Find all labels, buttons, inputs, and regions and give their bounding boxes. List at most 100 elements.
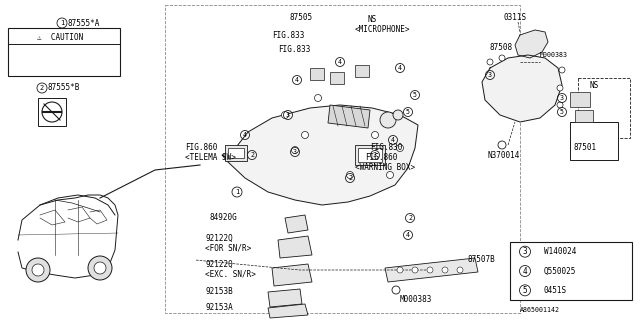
Circle shape (412, 267, 418, 273)
Circle shape (291, 147, 298, 154)
Circle shape (32, 264, 44, 276)
Polygon shape (385, 258, 478, 282)
Text: 0311S: 0311S (503, 13, 526, 22)
Circle shape (557, 85, 563, 91)
Circle shape (314, 94, 321, 101)
Text: FIG.830: FIG.830 (370, 143, 403, 153)
Text: 87508: 87508 (490, 44, 513, 52)
Text: M000383: M000383 (400, 295, 433, 305)
Text: M000383: M000383 (540, 52, 568, 58)
Bar (575, 110, 593, 122)
Circle shape (346, 172, 353, 179)
Text: 0451S: 0451S (544, 286, 567, 295)
Circle shape (88, 256, 112, 280)
Text: 87555*B: 87555*B (48, 84, 81, 92)
Text: 5: 5 (560, 109, 564, 115)
Circle shape (94, 262, 106, 274)
Circle shape (282, 111, 289, 118)
Text: 84920G: 84920G (210, 213, 237, 222)
Polygon shape (278, 236, 312, 258)
Text: 4: 4 (295, 77, 299, 83)
Text: Q550025: Q550025 (544, 267, 577, 276)
Bar (225, 145, 247, 161)
Circle shape (499, 55, 505, 61)
Text: 4: 4 (338, 59, 342, 65)
Text: 92153B: 92153B (205, 286, 233, 295)
Bar (355, 145, 385, 165)
Polygon shape (482, 55, 562, 122)
Text: ⚠  CAUTION: ⚠ CAUTION (37, 33, 83, 42)
Text: <TELEMA SW>: <TELEMA SW> (185, 154, 236, 163)
Polygon shape (268, 289, 302, 307)
Text: 4: 4 (398, 65, 402, 71)
Text: 92122Q: 92122Q (205, 234, 233, 243)
Text: 87505: 87505 (290, 13, 313, 22)
Text: 4: 4 (523, 267, 527, 276)
Text: N370014: N370014 (488, 150, 520, 159)
Text: 4: 4 (406, 232, 410, 238)
Text: <FOR SN/R>: <FOR SN/R> (205, 244, 252, 252)
Text: 4: 4 (391, 137, 395, 143)
Text: 2: 2 (40, 85, 44, 91)
Circle shape (26, 258, 50, 282)
Text: 3: 3 (488, 72, 492, 78)
Text: 3: 3 (560, 95, 564, 101)
Polygon shape (515, 30, 548, 58)
Bar (38, 98, 66, 126)
Text: 4: 4 (243, 132, 247, 138)
Text: 3: 3 (286, 112, 290, 118)
Circle shape (393, 110, 403, 120)
Circle shape (371, 132, 378, 139)
Polygon shape (285, 215, 308, 233)
Bar (165, 5, 520, 313)
Circle shape (559, 67, 565, 73)
Text: FIG.833: FIG.833 (278, 45, 310, 54)
Circle shape (557, 102, 563, 108)
Text: 92122Q: 92122Q (205, 260, 233, 268)
Circle shape (427, 267, 433, 273)
Text: 3: 3 (373, 152, 377, 158)
Bar (228, 148, 244, 158)
Circle shape (397, 267, 403, 273)
Text: 1: 1 (60, 20, 64, 26)
Circle shape (397, 145, 403, 151)
Bar (358, 148, 382, 162)
Bar (570, 122, 618, 160)
Text: 5: 5 (406, 109, 410, 115)
Text: FIG.833: FIG.833 (272, 30, 305, 39)
Text: 2: 2 (348, 175, 352, 181)
Polygon shape (328, 105, 370, 128)
Text: 2: 2 (250, 152, 254, 158)
Text: 2: 2 (408, 215, 412, 221)
Text: 92153A: 92153A (205, 303, 233, 313)
Text: W140024: W140024 (544, 247, 577, 256)
Text: FIG.860: FIG.860 (185, 143, 218, 153)
Text: FIG.860: FIG.860 (365, 154, 397, 163)
Circle shape (301, 132, 308, 139)
Text: 1: 1 (235, 189, 239, 195)
Text: <WARNING BOX>: <WARNING BOX> (355, 164, 415, 172)
Text: 5: 5 (413, 92, 417, 98)
Text: 87555*A: 87555*A (68, 19, 100, 28)
Text: 87501: 87501 (574, 143, 597, 153)
Text: 3: 3 (523, 247, 527, 256)
Text: 87507B: 87507B (468, 255, 496, 265)
Circle shape (487, 59, 493, 65)
Bar (310, 68, 324, 80)
Bar (330, 72, 344, 84)
Bar (510, 242, 632, 300)
Polygon shape (268, 304, 308, 318)
Text: A865001142: A865001142 (520, 307, 560, 313)
Text: 5: 5 (523, 286, 527, 295)
Polygon shape (222, 105, 418, 205)
Polygon shape (272, 264, 312, 286)
Text: 3: 3 (293, 149, 297, 155)
Text: <MICROPHONE>: <MICROPHONE> (355, 26, 410, 35)
Circle shape (442, 267, 448, 273)
Bar (8, 28, 120, 76)
Bar (355, 65, 369, 77)
Text: NS: NS (590, 81, 599, 90)
Text: <EXC. SN/R>: <EXC. SN/R> (205, 269, 256, 278)
Bar (578, 78, 630, 138)
Text: NS: NS (368, 15, 377, 25)
